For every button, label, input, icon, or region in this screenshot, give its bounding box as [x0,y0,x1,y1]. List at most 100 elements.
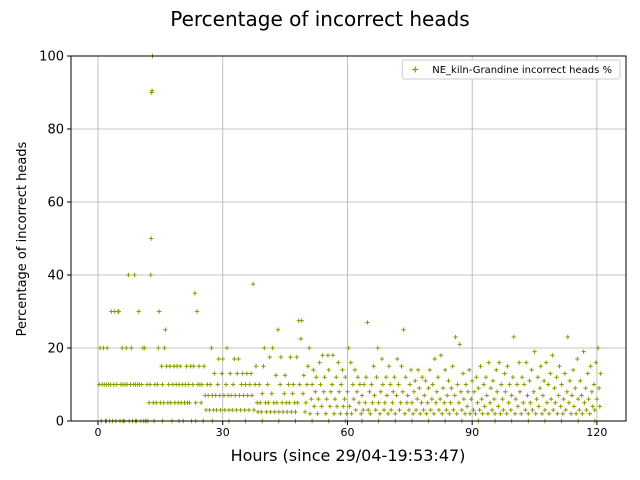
data-point [340,367,345,373]
data-point [361,382,367,387]
data-point [101,345,106,351]
y-tick-label: 80 [47,123,64,138]
data-point [415,396,420,402]
data-point [367,389,372,394]
data-point [284,409,290,415]
data-point [565,334,570,340]
data-point [348,360,353,365]
data-point [282,391,287,396]
data-point [489,407,495,413]
data-point [342,396,347,402]
data-point [326,367,331,373]
data-point [571,404,577,409]
y-tick-label: 60 [47,196,64,211]
data-point [293,409,298,415]
data-point [146,400,152,405]
axes-frame [70,55,627,422]
data-point [467,411,473,416]
data-point [301,373,307,378]
data-point [411,389,417,394]
data-point [532,349,537,354]
data-point [223,382,229,387]
data-point [483,375,489,380]
data-point [270,345,275,351]
data-point [476,385,481,391]
data-point [260,391,265,396]
data-point [252,382,258,387]
data-point [540,393,546,398]
data-point [282,373,288,378]
data-point [497,360,502,365]
data-point [484,393,489,398]
data-point [527,378,532,384]
data-point [159,364,164,369]
data-point [124,345,129,351]
data-point [236,356,241,362]
data-point [478,364,483,369]
data-point [492,396,497,402]
data-point [473,411,478,416]
data-point [217,393,223,398]
data-point [359,393,365,398]
data-point [451,407,456,413]
data-point [253,364,259,369]
data-point [383,375,389,380]
data-point [278,354,284,360]
data-point [178,364,183,369]
data-point [567,378,573,384]
data-point [316,396,321,402]
data-point [494,367,499,373]
data-point [349,411,354,416]
data-point [331,411,337,416]
data-point [304,382,310,387]
data-point [581,349,586,354]
data-point [250,281,256,287]
data-point [221,393,227,398]
data-point [465,389,471,394]
data-point [147,382,153,387]
data-point [381,407,387,413]
data-point [486,360,492,365]
data-point [356,400,362,405]
data-point [505,364,510,369]
data-point [187,400,192,405]
data-point [397,407,402,413]
data-point [408,367,414,373]
data-point [363,400,368,405]
data-point [129,345,134,351]
data-point [216,356,221,362]
data-point [595,345,601,351]
x-axis-label: Hours (since 29/04-19:53:47) [231,446,466,465]
y-tick-label: 0 [56,415,64,430]
data-point [212,371,217,376]
data-point [379,356,385,362]
data-point [321,389,326,394]
data-point [303,400,309,405]
data-point [562,371,568,376]
data-point [325,353,331,358]
data-point [351,396,356,402]
data-point [523,407,528,413]
data-point [536,404,541,409]
data-point [230,382,236,387]
data-point [543,360,549,365]
data-point [498,411,503,416]
data-point [406,407,412,413]
data-point [248,371,254,376]
data-point [471,407,476,413]
data-point [423,378,428,384]
data-point [265,382,270,387]
data-point [546,411,552,416]
data-point [380,382,385,387]
data-point [413,407,419,413]
data-point [257,400,263,405]
data-point [433,400,439,405]
data-point [357,382,363,387]
data-point [502,371,507,376]
data-point [472,389,477,394]
data-point [186,382,191,387]
data-point [482,404,487,409]
data-point [575,396,581,402]
data-point [496,404,501,409]
